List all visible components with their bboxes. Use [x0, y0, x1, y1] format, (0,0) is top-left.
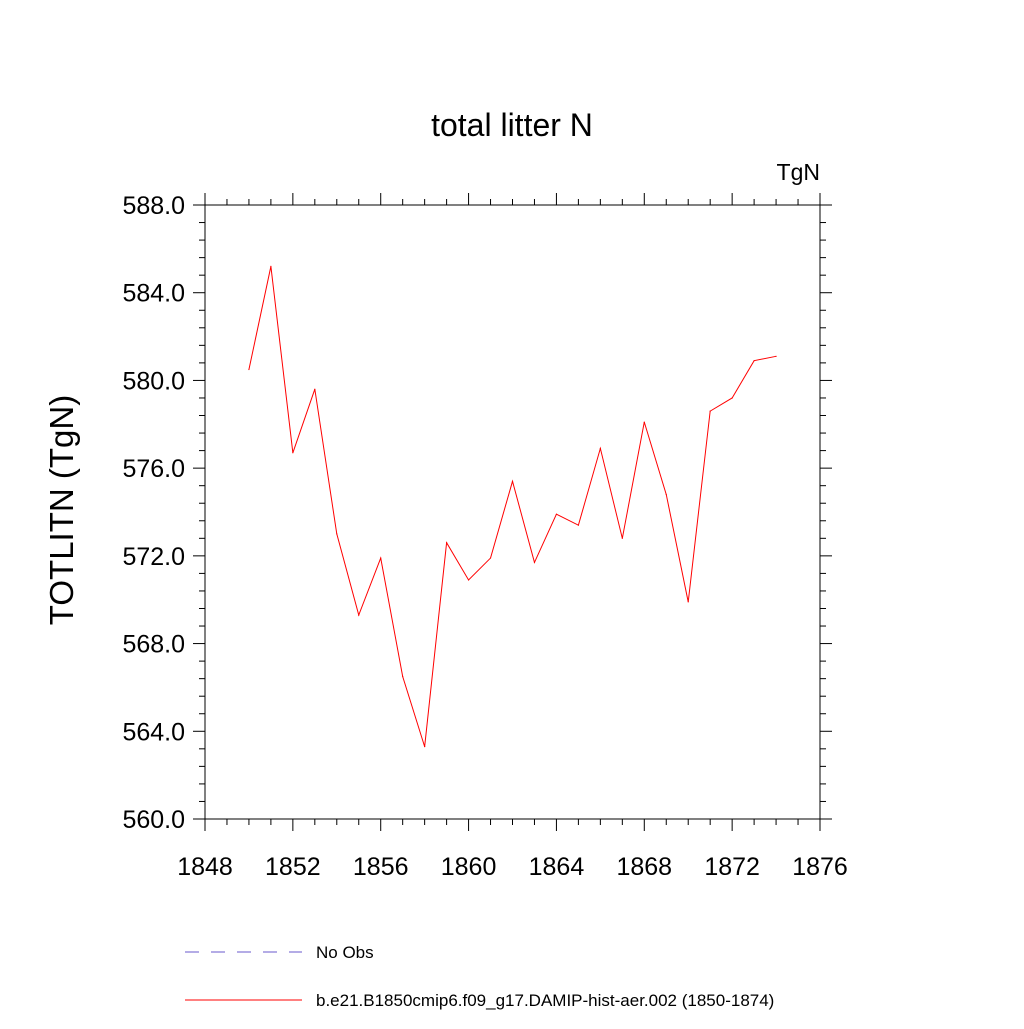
y-tick-label: 576.0 — [122, 455, 185, 483]
x-tick-label: 1848 — [177, 853, 233, 881]
x-tick-label: 1864 — [529, 853, 585, 881]
data-point — [424, 746, 426, 748]
y-axis-label: TOTLITN (TgN) — [43, 395, 80, 625]
data-point — [270, 265, 272, 267]
data-point — [709, 410, 711, 412]
data-point — [599, 447, 601, 450]
data-point — [314, 388, 316, 390]
x-tick-label: 1872 — [704, 853, 760, 881]
data-point — [775, 355, 777, 357]
x-tick-label: 1876 — [792, 853, 848, 881]
units-label: TgN — [777, 159, 820, 185]
data-point — [358, 614, 360, 616]
legend-label: No Obs — [316, 943, 374, 962]
y-tick-label: 564.0 — [122, 718, 185, 746]
data-point — [621, 537, 623, 539]
ticks-layer: 1848 1852 1856 1860 1864 1868 1872 1876 560.0 564… — [122, 192, 847, 881]
series-line — [248, 266, 777, 747]
data-point — [402, 675, 404, 678]
data-point — [248, 368, 250, 371]
data-point — [336, 533, 338, 535]
data-point — [446, 542, 448, 544]
data-point — [533, 561, 536, 564]
data-point — [687, 601, 689, 603]
data-point — [577, 524, 579, 526]
y-tick-label: 588.0 — [122, 192, 185, 220]
data-point — [555, 513, 558, 515]
y-tick-label: 584.0 — [122, 280, 185, 308]
data-point — [467, 579, 470, 581]
data-point — [380, 557, 382, 559]
data-point — [292, 452, 294, 454]
y-tick-label: 580.0 — [122, 367, 185, 395]
data-point — [511, 480, 514, 482]
y-tick-label: 572.0 — [122, 543, 185, 571]
series-layer — [248, 265, 777, 748]
data-point — [489, 557, 492, 559]
chart-title: total litter N — [431, 107, 593, 143]
legend-label: b.e21.B1850cmip6.f09_g17.DAMIP-hist-aer.… — [316, 991, 774, 1010]
x-tick-label: 1856 — [353, 853, 409, 881]
y-tick-label: 568.0 — [122, 631, 185, 659]
x-tick-label: 1852 — [265, 853, 321, 881]
data-point — [753, 360, 755, 362]
legend: No Obs b.e21.B1850cmip6.f09_g17.DAMIP-his… — [185, 943, 774, 1010]
y-tick-label: 560.0 — [122, 806, 185, 834]
x-tick-label: 1860 — [441, 853, 497, 881]
data-point — [665, 493, 667, 496]
data-point — [643, 421, 645, 423]
x-tick-label: 1868 — [616, 853, 672, 881]
data-point — [731, 397, 733, 399]
plot-frame — [204, 204, 821, 820]
